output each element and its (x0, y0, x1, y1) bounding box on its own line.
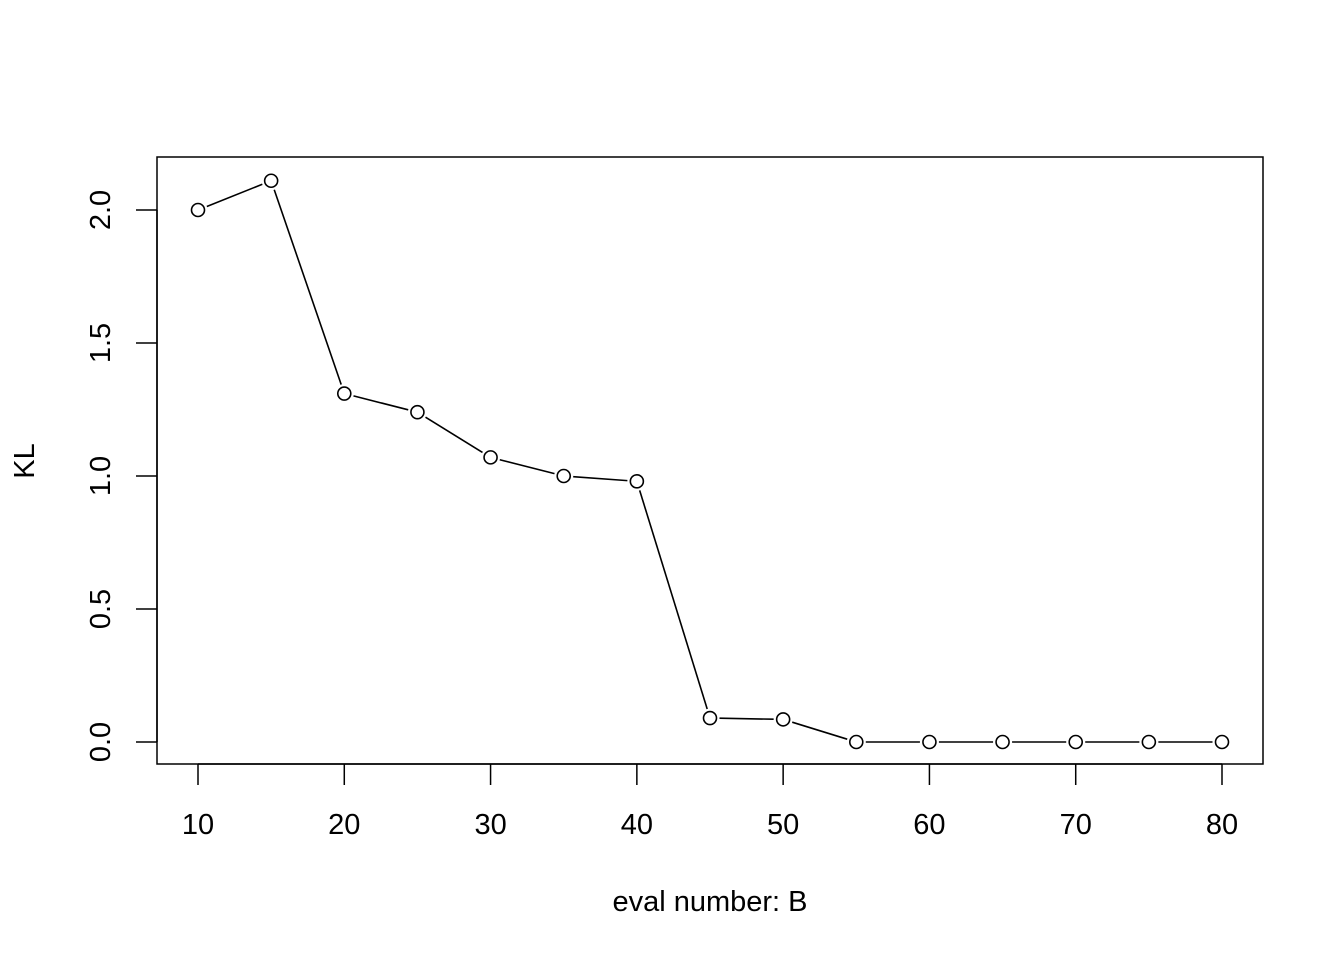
series-segment (791, 721, 848, 740)
data-point (1141, 734, 1157, 750)
data-point (775, 712, 791, 727)
data-point (263, 173, 279, 189)
x-tick-label: 30 (474, 809, 506, 841)
data-point (483, 450, 498, 465)
y-axis-label: KL (9, 443, 41, 478)
data-point (1214, 734, 1230, 750)
series-segment (573, 475, 628, 482)
x-axis-label: eval number: B (612, 886, 807, 918)
series-segment (425, 416, 483, 454)
data-point (190, 202, 206, 218)
data-point (1068, 734, 1084, 750)
series-segment (638, 490, 708, 710)
series-segment (273, 189, 342, 385)
y-tick-label: 1.0 (85, 456, 117, 496)
series-segment (353, 395, 409, 411)
x-axis: 10 20 30 40 50 60 70 80 (182, 763, 1238, 841)
series-layer (190, 173, 1230, 750)
data-point (629, 474, 645, 489)
data-point (848, 734, 864, 750)
data-point (995, 734, 1010, 750)
data-point (336, 386, 352, 401)
y-tick-label: 0.0 (85, 722, 117, 762)
y-axis: 0.0 0.5 1.0 1.5 2.0 (85, 190, 158, 762)
y-tick-label: 1.5 (85, 323, 117, 363)
x-tick-label: 50 (767, 809, 799, 841)
x-tick-label: 60 (913, 809, 945, 841)
y-tick-label: 2.0 (85, 190, 117, 230)
x-tick-label: 70 (1060, 809, 1092, 841)
series-segment (719, 717, 774, 721)
x-tick-label: 20 (328, 809, 360, 841)
y-tick-label: 0.5 (85, 589, 117, 629)
data-point (922, 734, 937, 750)
plot-box (156, 156, 1264, 765)
data-point (556, 468, 572, 484)
x-tick-label: 40 (621, 809, 653, 841)
series-segment (206, 183, 263, 208)
data-point (702, 710, 718, 726)
x-tick-label: 80 (1206, 809, 1238, 841)
series-segment (499, 458, 555, 475)
x-tick-label: 10 (182, 809, 214, 841)
data-point (410, 404, 425, 420)
